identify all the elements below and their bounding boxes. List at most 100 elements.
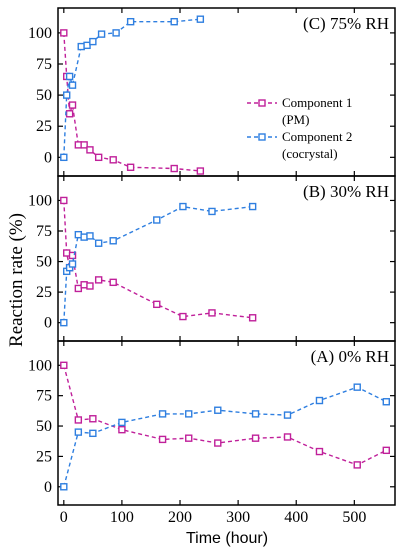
panel-0-ytick-label: 100 bbox=[28, 25, 52, 42]
panel-1-series-1-point bbox=[109, 237, 117, 245]
panel-2-frame bbox=[57, 340, 396, 506]
y-axis-label: Reaction rate (%) bbox=[6, 213, 27, 347]
panel-0-series-0-point bbox=[86, 146, 94, 154]
x-tick-label: 400 bbox=[284, 509, 308, 526]
panel-2-series-0-point bbox=[158, 435, 167, 444]
panel-0-series-1-point bbox=[126, 17, 135, 26]
panel-2-series-1-point bbox=[353, 383, 361, 391]
panel-0-series-1-point bbox=[83, 41, 91, 50]
panel-0-title: (C) 75% RH bbox=[303, 14, 389, 33]
panel-0-series-0-line bbox=[63, 32, 201, 172]
panel-2-series-1-point bbox=[283, 411, 292, 419]
panel-1-series-0-point bbox=[86, 282, 94, 290]
panel-2-series-1-point bbox=[382, 398, 390, 406]
panel-1-ytick-label: 75 bbox=[36, 223, 52, 240]
panel-2-series-0-point bbox=[315, 447, 324, 456]
panel-2-series-0-point bbox=[214, 439, 222, 447]
panel-2-title: (A) 0% RH bbox=[311, 347, 389, 366]
panel-2-series-0-point bbox=[185, 434, 193, 442]
panel-0-series-1-point bbox=[89, 37, 97, 46]
panel-2-series-0-point bbox=[382, 446, 390, 455]
legend-sublabel-0: (PM) bbox=[282, 112, 309, 127]
panel-0-series-0-point bbox=[68, 101, 77, 109]
x-tick-label: 100 bbox=[110, 509, 134, 526]
panel-0-series-0-point bbox=[94, 153, 103, 162]
panel-1-series-0-point bbox=[153, 300, 161, 309]
panel-0-series-0-point bbox=[74, 141, 83, 149]
panel-2-ytick-label: 75 bbox=[36, 388, 52, 405]
panel-1-series-1-point bbox=[86, 232, 94, 240]
panel-2-series-1-point bbox=[74, 428, 83, 436]
legend-label-1: Component 2 bbox=[282, 129, 352, 144]
x-tick-label: 200 bbox=[168, 509, 192, 526]
panel-0-series-1-point bbox=[97, 30, 106, 38]
panel-0-series-0-point bbox=[126, 163, 135, 171]
panel-0-series-0-point bbox=[196, 167, 205, 175]
panel-0-series-1-point bbox=[112, 29, 120, 37]
panel-2-series-1-point bbox=[60, 483, 68, 491]
panel-0-ytick-label: 25 bbox=[36, 118, 52, 135]
panel-1-title: (B) 30% RH bbox=[303, 182, 389, 201]
panel-1-series-1-point bbox=[153, 216, 161, 224]
legend-marker-0 bbox=[258, 99, 266, 107]
panel-0-series-1-point bbox=[65, 72, 74, 81]
panel-0-series-0-point bbox=[109, 156, 117, 164]
panel-0-series-0-point bbox=[60, 29, 68, 37]
panel-2-series-0-point bbox=[353, 461, 361, 469]
panel-1-series-1-point bbox=[208, 207, 216, 216]
panel-1-series-0-point bbox=[68, 251, 77, 260]
x-axis-label: Time (hour) bbox=[186, 530, 268, 547]
panel-2-series-1-point bbox=[251, 410, 260, 418]
panel-1-series-1-point bbox=[68, 260, 77, 268]
panel-2-ytick-label: 100 bbox=[28, 357, 52, 374]
panel-2-series-1-point bbox=[214, 406, 222, 414]
panel-1-series-0-point bbox=[109, 278, 117, 287]
panel-1-series-1-point bbox=[80, 233, 88, 241]
panel-0-series-1-point bbox=[77, 42, 85, 51]
panel-0-series-0-point bbox=[65, 110, 74, 118]
x-tick-label: 0 bbox=[60, 509, 68, 526]
panel-0-ytick-label: 0 bbox=[44, 149, 52, 166]
panel-1-series-1-point bbox=[179, 202, 187, 211]
panel-2-series-1-line bbox=[63, 386, 387, 487]
panel-2-series-1-point bbox=[185, 410, 193, 418]
panel-1-series-0-point bbox=[94, 276, 103, 284]
panel-0-series-1-line bbox=[63, 18, 201, 158]
panel-2-ytick-label: 50 bbox=[36, 418, 52, 435]
panel-0-ytick-label: 50 bbox=[36, 87, 52, 104]
panel-2-series-0-line bbox=[63, 365, 387, 466]
panel-2-series-0-point bbox=[60, 361, 68, 369]
x-tick-label: 300 bbox=[226, 509, 250, 526]
panel-0-series-1-point bbox=[63, 91, 71, 99]
legend-marker-1 bbox=[258, 133, 266, 141]
panel-1-series-0-point bbox=[74, 284, 83, 293]
panel-1-ytick-label: 50 bbox=[36, 254, 52, 271]
panel-0-series-1-point bbox=[196, 15, 205, 23]
panel-2-series-0-point bbox=[251, 434, 260, 442]
panel-2-series-1-point bbox=[158, 410, 167, 418]
panel-0-series-1-point bbox=[60, 153, 68, 162]
panel-2-ytick-label: 25 bbox=[36, 448, 52, 465]
panel-2-series-0-point bbox=[89, 415, 97, 423]
panel-1-series-0-point bbox=[60, 196, 68, 205]
panel-1-ytick-label: 100 bbox=[28, 192, 52, 209]
panel-1-series-1-point bbox=[248, 202, 257, 211]
panel-1-series-0-point bbox=[179, 312, 187, 321]
panel-1-ytick-label: 25 bbox=[36, 284, 52, 301]
panel-2-series-1-point bbox=[89, 429, 97, 438]
panel-2-ytick-label: 0 bbox=[44, 479, 52, 496]
legend-label-0: Component 1 bbox=[282, 95, 352, 110]
panel-2-series-0-point bbox=[74, 416, 83, 424]
panel-2-series-1-point bbox=[315, 396, 324, 405]
panel-1-series-1-point bbox=[74, 230, 83, 239]
panel-0-series-0-point bbox=[80, 141, 88, 149]
panel-1-series-0-point bbox=[63, 249, 71, 257]
panel-1-series-1-point bbox=[94, 239, 103, 247]
legend-sublabel-1: (cocrystal) bbox=[282, 146, 338, 161]
panel-1-ytick-label: 0 bbox=[44, 315, 52, 332]
panel-1-series-0-point bbox=[208, 309, 216, 317]
panel-0-ytick-label: 75 bbox=[36, 56, 52, 73]
panel-2-series-0-point bbox=[118, 425, 126, 434]
x-tick-label: 500 bbox=[342, 509, 366, 526]
